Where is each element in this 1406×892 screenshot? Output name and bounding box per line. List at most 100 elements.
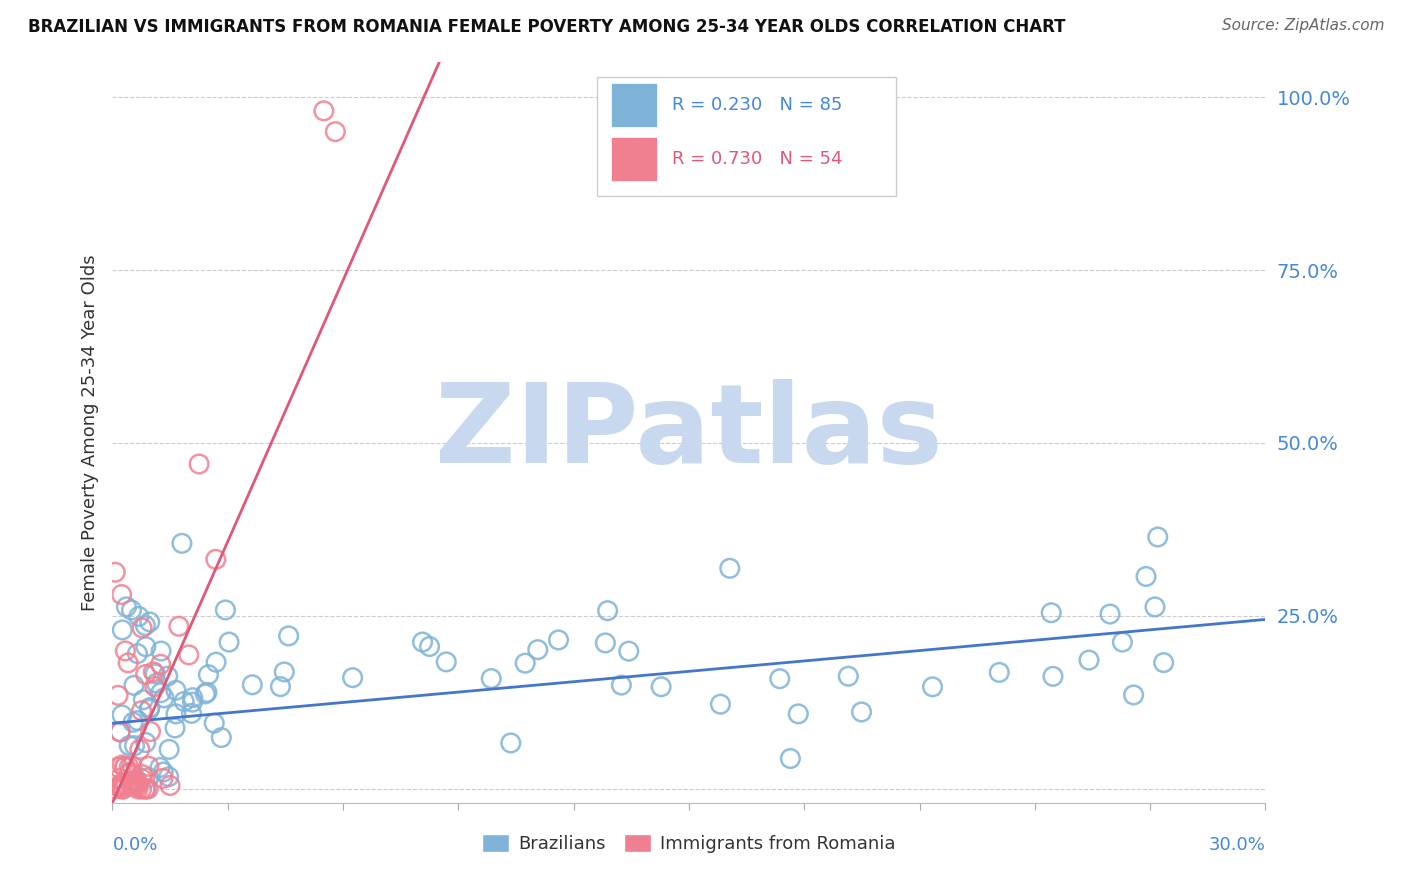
Text: 0.0%: 0.0%	[112, 836, 157, 855]
Point	[596, 604, 619, 618]
Point	[110, 780, 132, 794]
Point	[273, 665, 295, 679]
Point	[312, 103, 335, 118]
Text: R = 0.730   N = 54: R = 0.730 N = 54	[672, 150, 842, 169]
Point	[104, 566, 127, 580]
Point	[107, 780, 129, 794]
Point	[515, 656, 537, 670]
Point	[115, 599, 138, 614]
Point	[269, 680, 291, 694]
Point	[134, 618, 156, 632]
Point	[240, 678, 263, 692]
Point	[149, 760, 172, 774]
FancyBboxPatch shape	[610, 83, 657, 127]
Point	[167, 619, 190, 633]
Point	[127, 777, 149, 791]
Point	[769, 672, 792, 686]
Point	[128, 609, 150, 624]
Point	[177, 648, 200, 662]
Point	[135, 640, 157, 654]
Point	[107, 760, 129, 774]
Point	[325, 125, 347, 139]
Point	[135, 735, 157, 749]
Point	[125, 775, 148, 789]
Point	[127, 781, 149, 796]
Point	[138, 759, 160, 773]
Point	[122, 678, 145, 692]
Point	[118, 760, 141, 774]
Point	[412, 635, 434, 649]
Point	[156, 669, 179, 683]
Point	[108, 724, 131, 739]
Text: BRAZILIAN VS IMMIGRANTS FROM ROMANIA FEMALE POVERTY AMONG 25-34 YEAR OLDS CORREL: BRAZILIAN VS IMMIGRANTS FROM ROMANIA FEM…	[28, 18, 1066, 36]
Point	[134, 781, 156, 796]
Point	[709, 697, 731, 711]
Point	[988, 665, 1011, 680]
Point	[121, 759, 143, 773]
Point	[112, 781, 135, 796]
Point	[181, 695, 204, 709]
Point	[118, 739, 141, 753]
Point	[153, 690, 176, 705]
Point	[1143, 599, 1166, 614]
Point	[195, 685, 218, 699]
Point	[188, 457, 211, 471]
Point	[135, 667, 157, 681]
Point	[142, 665, 165, 679]
Text: 30.0%: 30.0%	[1209, 836, 1265, 855]
Point	[197, 667, 219, 681]
Y-axis label: Female Poverty Among 25-34 Year Olds: Female Poverty Among 25-34 Year Olds	[80, 254, 98, 611]
Point	[143, 680, 166, 694]
Point	[108, 725, 131, 739]
Point	[787, 706, 810, 721]
Point	[165, 706, 187, 721]
Point	[111, 708, 134, 723]
Point	[139, 615, 162, 629]
Point	[131, 771, 153, 785]
FancyBboxPatch shape	[596, 78, 897, 195]
Point	[419, 640, 441, 654]
Point	[1042, 669, 1064, 683]
Point	[547, 632, 569, 647]
Point	[1111, 635, 1133, 649]
Point	[526, 642, 548, 657]
Legend: Brazilians, Immigrants from Romania: Brazilians, Immigrants from Romania	[475, 827, 903, 861]
Point	[143, 666, 166, 681]
Point	[1098, 607, 1121, 621]
Point	[138, 702, 160, 716]
Point	[121, 779, 143, 793]
Point	[120, 777, 142, 791]
Point	[132, 692, 155, 706]
Point	[122, 773, 145, 788]
Point	[104, 781, 127, 796]
Point	[117, 656, 139, 670]
Point	[157, 742, 180, 756]
Point	[180, 706, 202, 721]
Point	[139, 724, 162, 739]
Point	[131, 781, 153, 796]
Point	[111, 781, 134, 796]
Text: ZIPatlas: ZIPatlas	[434, 379, 943, 486]
Point	[145, 676, 167, 690]
Point	[1135, 569, 1157, 583]
Point	[181, 690, 204, 705]
Point	[107, 689, 129, 703]
Point	[779, 751, 801, 765]
Point	[214, 603, 236, 617]
Point	[342, 671, 364, 685]
Point	[218, 635, 240, 649]
Point	[127, 647, 149, 661]
Point	[202, 716, 225, 731]
Point	[122, 775, 145, 789]
Point	[111, 758, 134, 772]
Point	[499, 736, 522, 750]
Point	[165, 683, 187, 698]
Point	[157, 770, 180, 784]
Point	[837, 669, 859, 683]
Point	[163, 721, 186, 735]
Point	[1122, 688, 1144, 702]
Point	[131, 704, 153, 718]
Point	[205, 552, 228, 566]
Point	[209, 731, 232, 745]
Point	[127, 714, 149, 728]
